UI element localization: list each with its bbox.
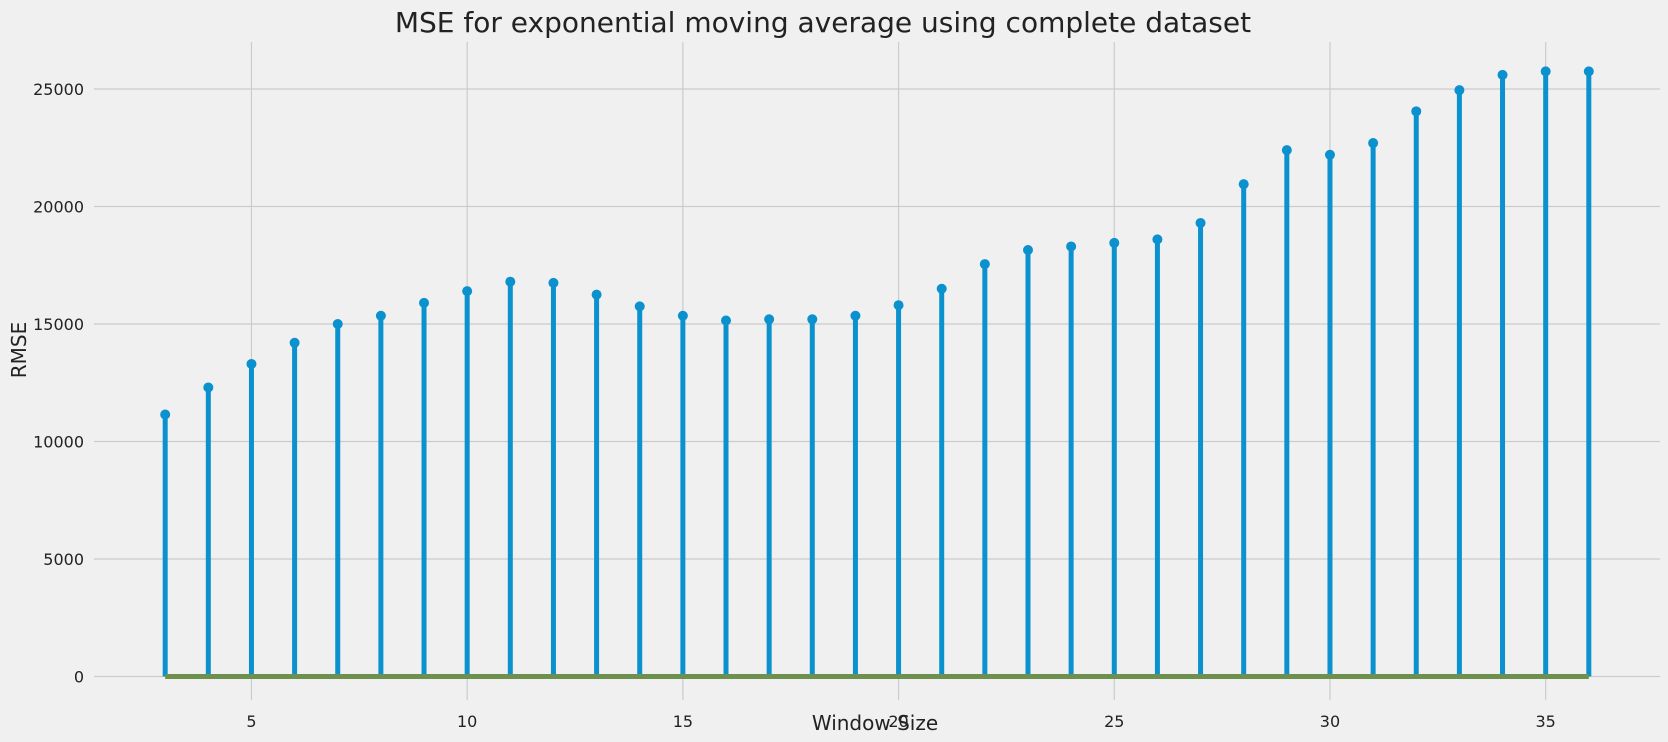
stem-marker <box>1152 234 1163 245</box>
stem-marker <box>203 382 214 393</box>
stem-marker <box>246 358 257 369</box>
stem-marker <box>1195 217 1206 228</box>
y-axis-label: RMSE <box>7 322 31 378</box>
x-tick-label: 15 <box>673 712 693 731</box>
x-tick-label: 35 <box>1535 712 1555 731</box>
grid <box>94 42 1660 700</box>
x-tick-label: 20 <box>888 712 908 731</box>
chart-title: MSE for exponential moving average using… <box>395 6 1251 39</box>
y-tick-label: 25000 <box>33 80 84 99</box>
stem-marker <box>1238 179 1249 190</box>
stem-marker <box>462 286 473 297</box>
stem-marker <box>634 301 645 312</box>
stem-marker <box>419 297 430 308</box>
stem-marker <box>1368 138 1379 149</box>
stem-marker <box>160 409 171 420</box>
x-tick-label: 5 <box>246 712 256 731</box>
x-tick-label: 10 <box>457 712 477 731</box>
stem-marker <box>1022 244 1033 255</box>
stem-marker <box>1411 106 1422 117</box>
stem-marker <box>375 310 386 321</box>
stem-marker <box>721 315 732 326</box>
stem-marker <box>289 337 300 348</box>
stem-marker <box>807 314 818 325</box>
stem-marker <box>764 314 775 325</box>
stem-marker <box>332 319 343 329</box>
x-axis-label: Window Size <box>812 711 938 735</box>
stem-marker <box>1454 85 1465 96</box>
stem-marker <box>548 277 559 288</box>
stem-marker <box>1540 66 1551 77</box>
y-tick-label: 20000 <box>33 198 84 217</box>
stem-marker <box>1109 237 1120 248</box>
y-tick-label: 5000 <box>43 550 84 569</box>
stem-marker <box>1497 69 1508 80</box>
stem-marker <box>591 289 602 300</box>
y-tick-label: 0 <box>74 668 84 687</box>
stem-marker <box>1281 145 1292 156</box>
stem-marker <box>936 283 947 294</box>
stem-marker <box>850 310 861 321</box>
markers <box>160 66 1594 420</box>
x-tick-label: 30 <box>1320 712 1340 731</box>
y-tick-label: 10000 <box>33 433 84 452</box>
stem-marker <box>505 276 516 287</box>
stem-marker <box>1583 66 1594 77</box>
x-tick-label: 25 <box>1104 712 1124 731</box>
stem-marker <box>1066 241 1077 252</box>
stem-marker <box>1324 149 1335 160</box>
tick-labels: 5 10 15 20 25 30 35 0 5000 10000 15000 20000 25000 <box>33 80 1556 731</box>
stem-marker <box>677 310 688 321</box>
stem-marker <box>979 259 990 270</box>
stems <box>162 71 1592 677</box>
stem-marker <box>893 300 904 311</box>
y-tick-label: 15000 <box>33 315 84 334</box>
